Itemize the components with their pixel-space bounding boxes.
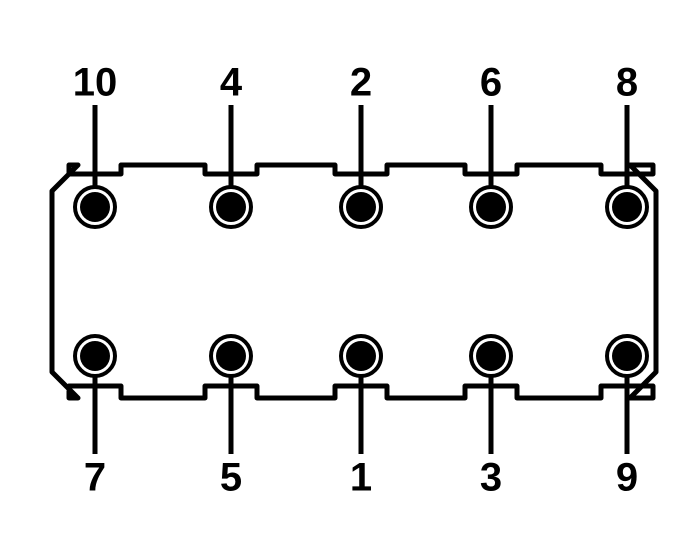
bolt-hole (346, 192, 376, 222)
bottom-label-0: 7 (84, 456, 106, 500)
bolt-hole (476, 341, 506, 371)
bolt-hole (216, 192, 246, 222)
bottom-label-2: 1 (350, 456, 372, 500)
top-label-1: 4 (220, 61, 243, 105)
bottom-label-3: 3 (480, 456, 502, 500)
top-label-0: 10 (73, 61, 118, 105)
top-label-3: 6 (480, 61, 502, 105)
bolt-hole (80, 341, 110, 371)
bolt-hole (612, 192, 642, 222)
bolt-hole (476, 192, 506, 222)
bottom-label-4: 9 (616, 456, 638, 500)
bolt-hole (346, 341, 376, 371)
bolt-hole (216, 341, 246, 371)
bolt-hole (612, 341, 642, 371)
bottom-label-1: 5 (220, 456, 242, 500)
bolt-hole (80, 192, 110, 222)
top-label-2: 2 (350, 61, 372, 105)
top-label-4: 8 (616, 61, 638, 105)
torque-sequence-diagram: 10 4 2 6 8 7 5 1 3 9 (0, 0, 696, 550)
